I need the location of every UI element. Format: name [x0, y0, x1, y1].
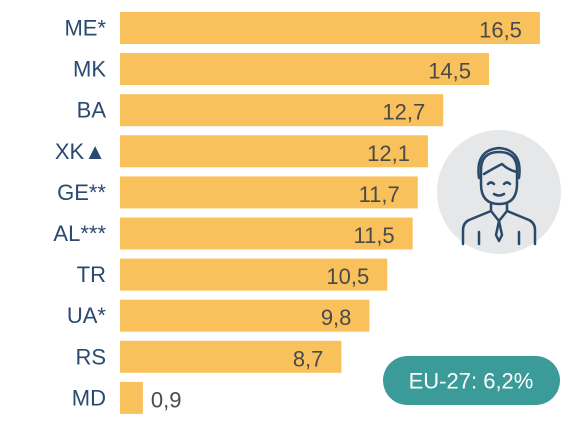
category-label: ME*	[64, 16, 106, 41]
category-label: GE**	[57, 180, 106, 205]
bar	[120, 135, 428, 168]
bar	[120, 299, 370, 332]
category-label: UA*	[67, 303, 107, 328]
value-label: 10,5	[326, 264, 369, 289]
bar	[120, 340, 342, 373]
annotation-badge: EU-27: 6,2%	[383, 356, 560, 405]
value-label: 11,5	[353, 223, 394, 248]
bar	[120, 53, 490, 86]
value-label: 11,7	[359, 182, 400, 207]
bar	[120, 12, 540, 44]
value-label: 9,8	[321, 305, 352, 330]
bar	[120, 94, 444, 127]
category-label: AL***	[53, 221, 106, 246]
value-label: 12,1	[367, 141, 410, 166]
category-label: BA	[77, 98, 107, 123]
value-label: 8,7	[293, 346, 324, 371]
category-label: XK▲	[55, 139, 106, 164]
category-label: TR	[77, 262, 106, 287]
value-label: 16,5	[479, 18, 522, 43]
bar	[120, 176, 418, 209]
category-label: MK	[73, 57, 106, 82]
value-label: 0,9	[151, 387, 182, 412]
value-label: 12,7	[382, 100, 425, 125]
bar	[120, 381, 143, 414]
bar	[120, 258, 388, 291]
annotation: EU-27: 6,2%	[409, 369, 534, 394]
value-label: 14,5	[428, 59, 471, 84]
category-label: MD	[72, 385, 106, 410]
category-label: RS	[75, 344, 106, 369]
bar	[120, 217, 413, 250]
person-icon	[437, 130, 561, 254]
